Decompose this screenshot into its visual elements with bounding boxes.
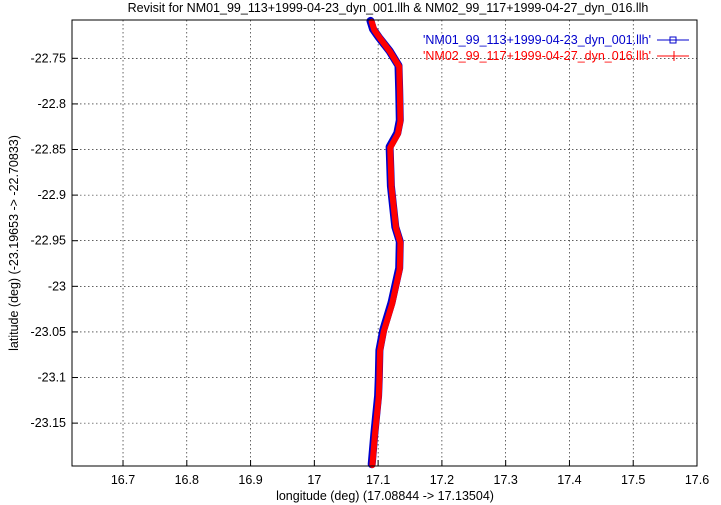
- legend-label-series-1: 'NM01_99_113+1999-04-23_dyn_001.llh': [423, 33, 651, 47]
- legend-marker-series-1: [669, 36, 677, 44]
- series-1-line: [366, 16, 404, 469]
- data-series: [366, 16, 404, 469]
- chart-title: Revisit for NM01_99_113+1999-04-23_dyn_0…: [128, 1, 649, 15]
- legend-label-series-2: 'NM02_99_117+1999-04-27_dyn_016.llh': [423, 49, 651, 63]
- legend-marker-series-2: [669, 51, 679, 61]
- grid: [72, 20, 698, 466]
- y-tick-label: -22.9: [38, 188, 67, 202]
- x-tick-label: 16.7: [111, 473, 135, 487]
- x-tick-label: 17.5: [621, 473, 645, 487]
- legend: 'NM01_99_113+1999-04-23_dyn_001.llh' 'NM…: [423, 33, 689, 63]
- y-tick-label: -23.15: [31, 416, 66, 430]
- x-tick-label: 16.8: [175, 473, 199, 487]
- y-tick-label: -23.1: [38, 371, 67, 385]
- x-tick-label: 17.6: [685, 473, 709, 487]
- y-tick-label: -23.05: [31, 325, 66, 339]
- plot-frame: [71, 19, 698, 467]
- x-tick-labels: 16.7 16.8 16.9 17 17.1 17.2 17.3 17.4 17.5 17.6: [111, 473, 709, 487]
- x-tick-label: 17.4: [557, 473, 581, 487]
- x-tick-label: 17.3: [494, 473, 518, 487]
- y-tick-label: -22.85: [31, 143, 66, 157]
- y-tick-label: -22.95: [31, 234, 66, 248]
- x-tick-label: 17.1: [366, 473, 390, 487]
- series-2-line: [368, 18, 404, 469]
- x-tick-label: 17.2: [430, 473, 454, 487]
- y-tick-label: -22.75: [31, 51, 66, 65]
- y-tick-label: -23: [48, 279, 66, 293]
- y-axis-label: latitude (deg) (-23.19653 -> -22.70833): [7, 135, 21, 351]
- y-tick-label: -22.8: [38, 97, 67, 111]
- x-tick-label: 17: [307, 473, 321, 487]
- x-tick-label: 16.9: [238, 473, 262, 487]
- x-axis-label: longitude (deg) (17.08844 -> 17.13504): [276, 489, 494, 503]
- y-tick-labels: -22.75 -22.8 -22.85 -22.9 -22.95 -23 -23.05 -23…: [31, 51, 66, 430]
